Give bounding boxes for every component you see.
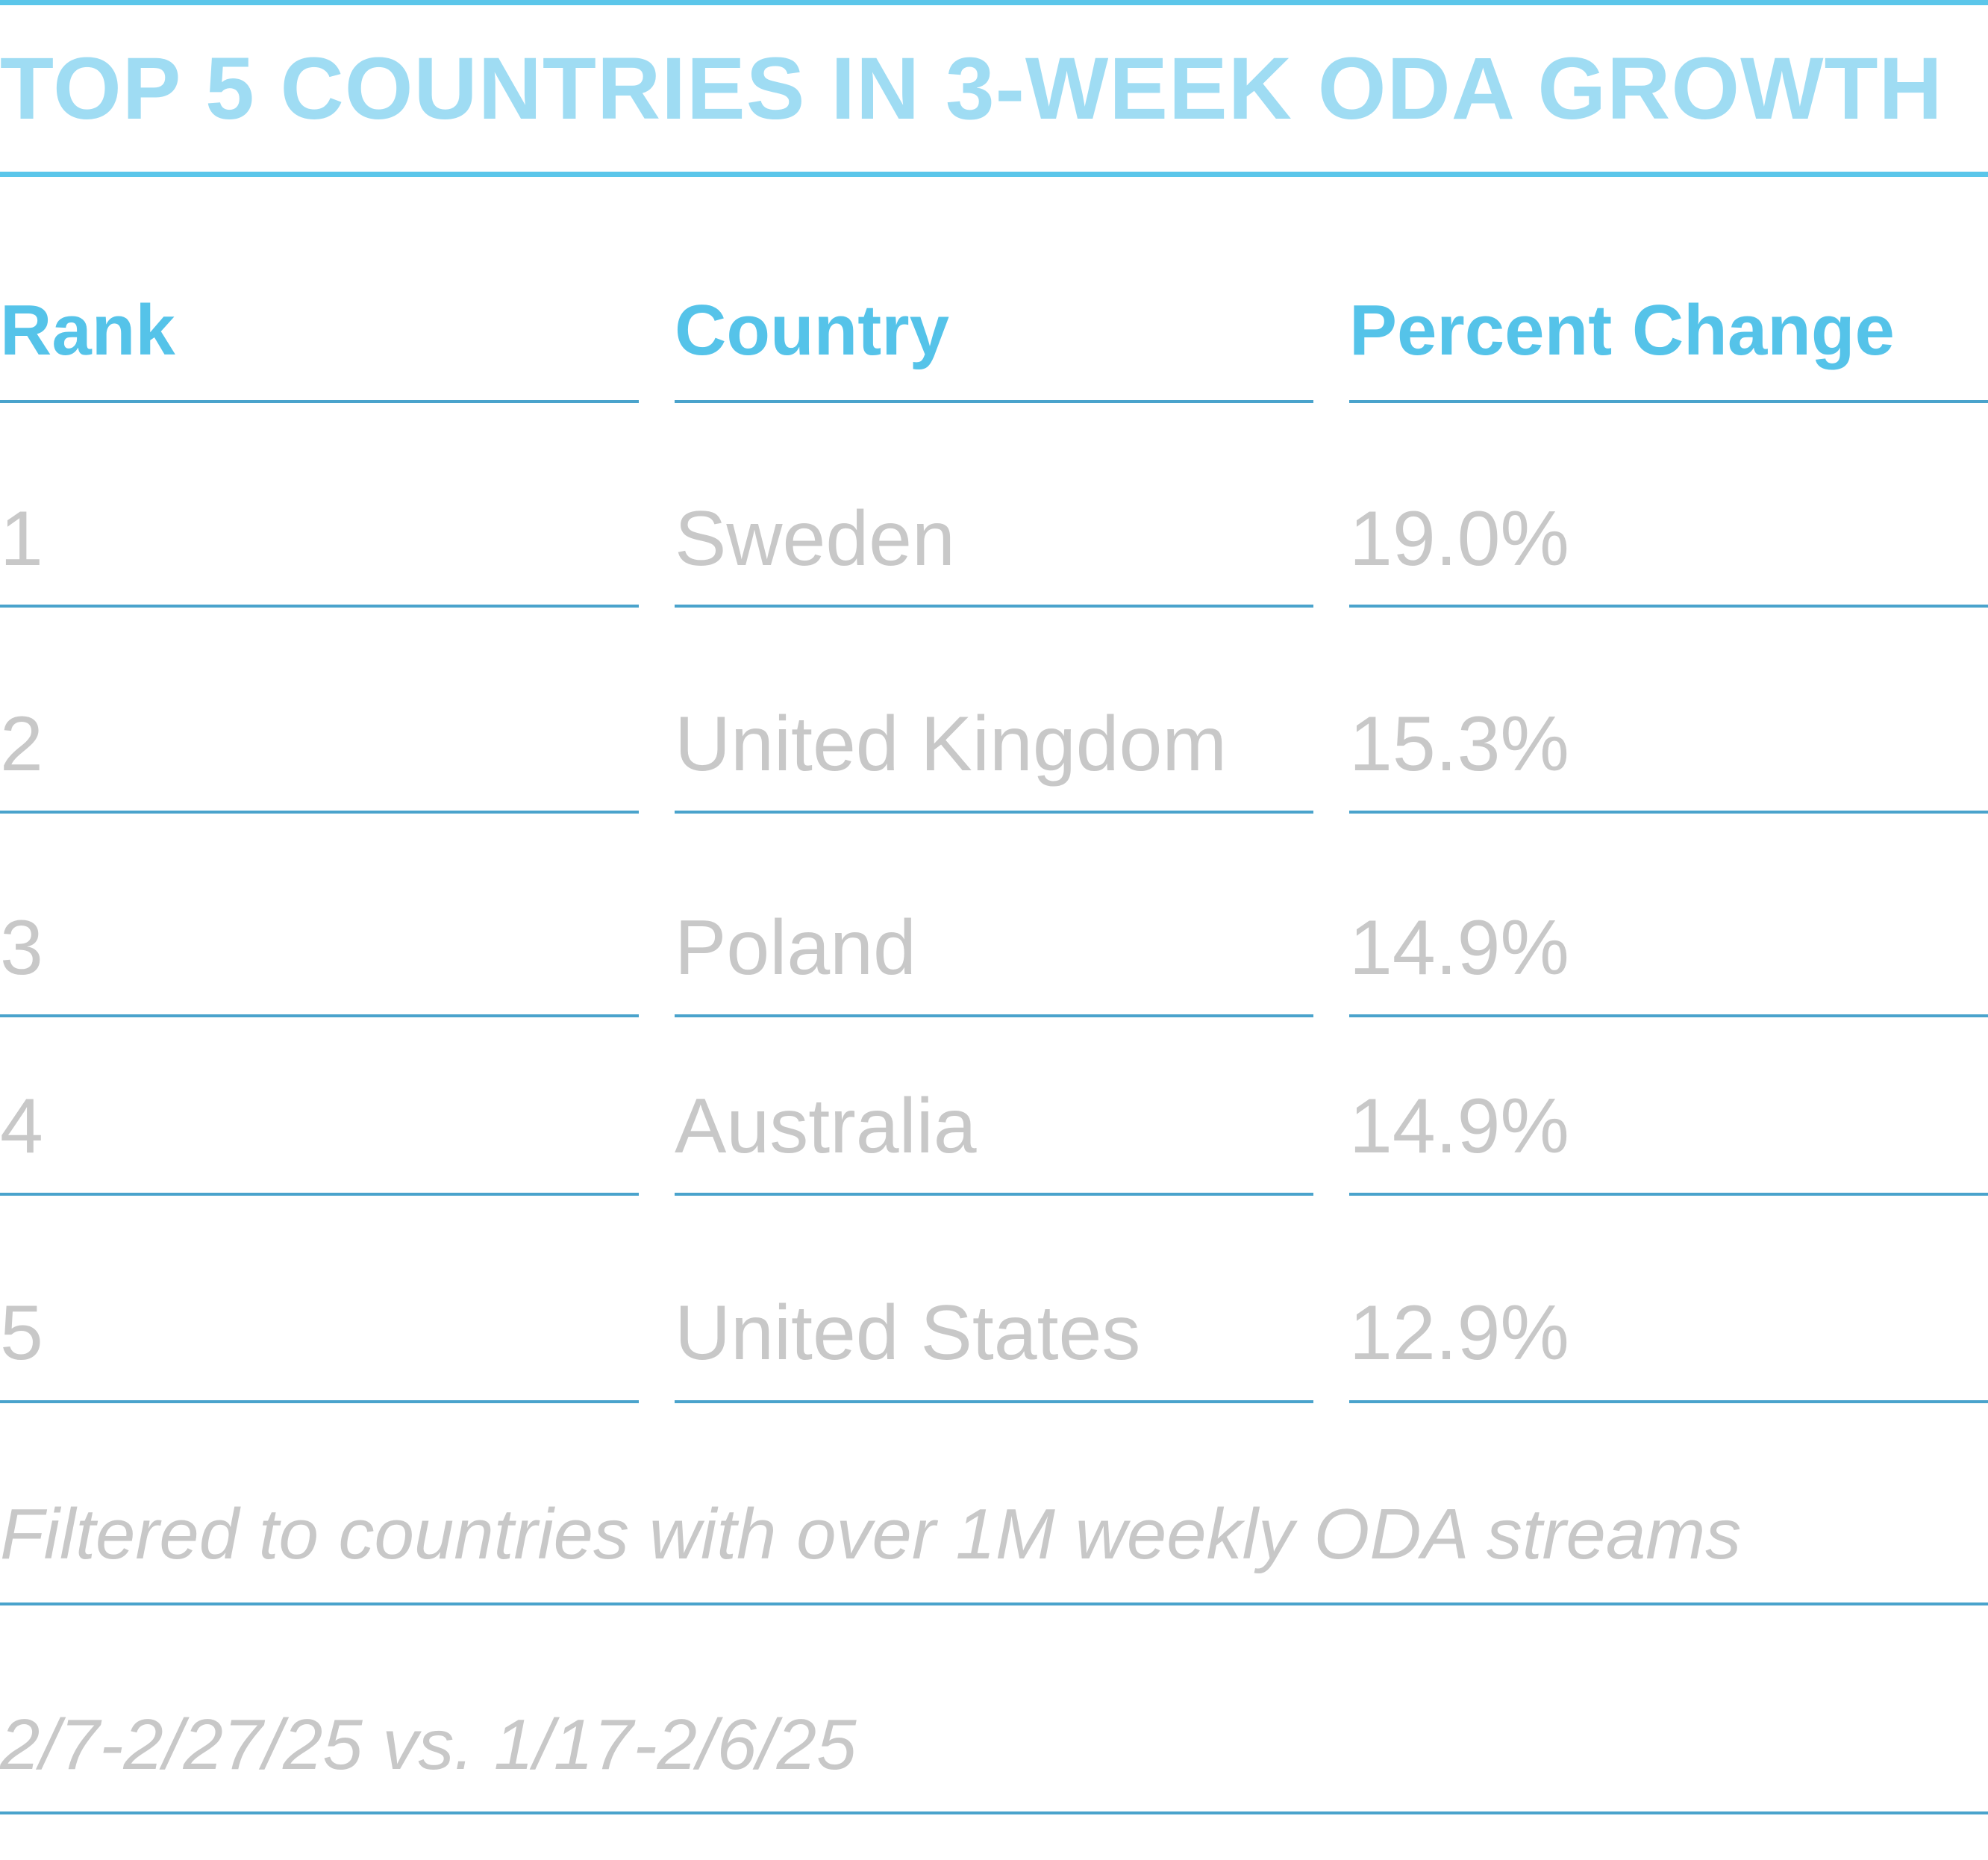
- filter-note: Filtered to countries with over 1M weekl…: [0, 1494, 1742, 1574]
- rank-cell: 4: [0, 1083, 43, 1170]
- row-rule: [1349, 1193, 1988, 1196]
- column-header-rank: Rank: [0, 290, 175, 370]
- percent-change-cell: 14.9%: [1349, 905, 1569, 991]
- column-header-country: Country: [675, 290, 949, 370]
- row-rule: [0, 605, 639, 608]
- country-cell: Poland: [675, 905, 916, 991]
- row-rule: [1349, 605, 1988, 608]
- header-rule: [0, 400, 639, 403]
- date-range-note-rule: [0, 1811, 1988, 1814]
- row-rule: [0, 1400, 639, 1403]
- top-accent-rule: [0, 0, 1988, 5]
- filter-note-rule: [0, 1602, 1988, 1605]
- row-rule: [675, 1400, 1313, 1403]
- row-rule: [1349, 1400, 1988, 1403]
- header-rule: [1349, 400, 1988, 403]
- percent-change-cell: 14.9%: [1349, 1083, 1569, 1170]
- row-rule: [675, 1014, 1313, 1017]
- percent-change-cell: 19.0%: [1349, 496, 1569, 582]
- row-rule: [0, 811, 639, 814]
- row-rule: [0, 1193, 639, 1196]
- row-rule: [0, 1014, 639, 1017]
- title-underline: [0, 172, 1988, 177]
- chart-title: TOP 5 COUNTRIES IN 3-WEEK ODA GROWTH: [0, 40, 1943, 138]
- date-range-note: 2/7-2/27/25 vs. 1/17-2/6/25: [0, 1705, 857, 1785]
- rank-cell: 3: [0, 905, 43, 991]
- row-rule: [1349, 811, 1988, 814]
- rank-cell: 5: [0, 1290, 43, 1376]
- percent-change-cell: 15.3%: [1349, 701, 1569, 787]
- country-cell: United States: [675, 1290, 1141, 1376]
- row-rule: [675, 1193, 1313, 1196]
- header-rule: [675, 400, 1313, 403]
- row-rule: [1349, 1014, 1988, 1017]
- row-rule: [675, 605, 1313, 608]
- country-cell: United Kingdom: [675, 701, 1227, 787]
- country-cell: Sweden: [675, 496, 955, 582]
- rank-cell: 2: [0, 701, 43, 787]
- row-rule: [675, 811, 1313, 814]
- percent-change-cell: 12.9%: [1349, 1290, 1569, 1376]
- country-cell: Australia: [675, 1083, 977, 1170]
- rank-cell: 1: [0, 496, 43, 582]
- column-header-percent-change: Percent Change: [1349, 290, 1895, 370]
